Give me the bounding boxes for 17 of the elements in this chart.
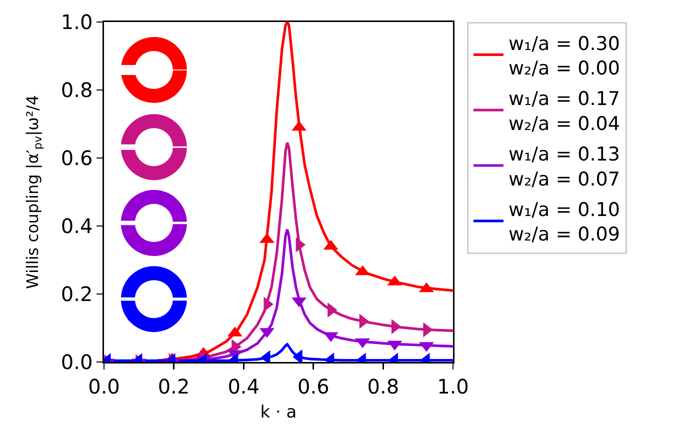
x-tick-label: 0.4 <box>228 374 260 398</box>
x-tick-label: 0.0 <box>88 374 120 398</box>
x-tick-label: 0.6 <box>297 374 330 398</box>
y-tick-label: 0.8 <box>60 78 93 102</box>
y-tick-label: 1.0 <box>60 10 93 34</box>
x-tick-label: 0.8 <box>367 374 400 398</box>
x-tick-label: 1.0 <box>437 374 469 398</box>
y-tick-label: 0.2 <box>60 282 93 306</box>
y-tick-label: 0.4 <box>60 214 93 238</box>
y-tick-label: 0.0 <box>60 350 93 374</box>
legend-label: w₁/a = 0.10 w₂/a = 0.09 <box>508 198 620 246</box>
y-tick-label: 0.6 <box>60 146 93 170</box>
legend-label: w₁/a = 0.30 w₂/a = 0.00 <box>508 32 620 80</box>
x-tick-label: 0.2 <box>158 374 190 398</box>
legend-label: w₁/a = 0.13 w₂/a = 0.07 <box>508 144 620 190</box>
x-axis-title: k · a <box>260 402 297 423</box>
legend-label: w₁/a = 0.17 w₂/a = 0.04 <box>508 88 620 135</box>
